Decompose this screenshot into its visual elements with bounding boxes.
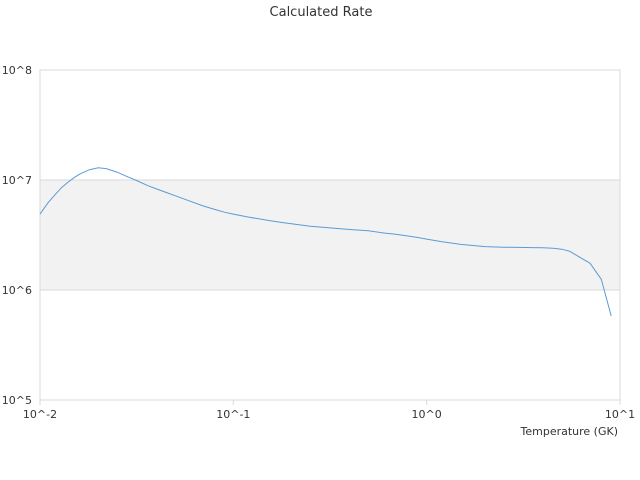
x-tick-label: 10^-2	[23, 408, 57, 421]
y-axis-ticks: 10^8 10^7 10^6 10^5	[2, 64, 32, 407]
x-tick-label: 10^1	[605, 408, 635, 421]
y-tick-label: 10^6	[2, 284, 32, 297]
plot-bands	[40, 180, 620, 290]
y-tick-label: 10^7	[2, 174, 32, 187]
x-axis-ticks: 10^-2 10^-1 10^0 10^1	[23, 400, 635, 421]
y-tick-label: 10^8	[2, 64, 32, 77]
x-tick-label: 10^-1	[216, 408, 250, 421]
chart-title: Calculated Rate	[270, 5, 373, 20]
band	[40, 180, 620, 290]
y-tick-label: 10^5	[2, 394, 32, 407]
x-axis-label: Temperature (GK)	[520, 425, 619, 438]
x-tick-label: 10^0	[412, 408, 442, 421]
